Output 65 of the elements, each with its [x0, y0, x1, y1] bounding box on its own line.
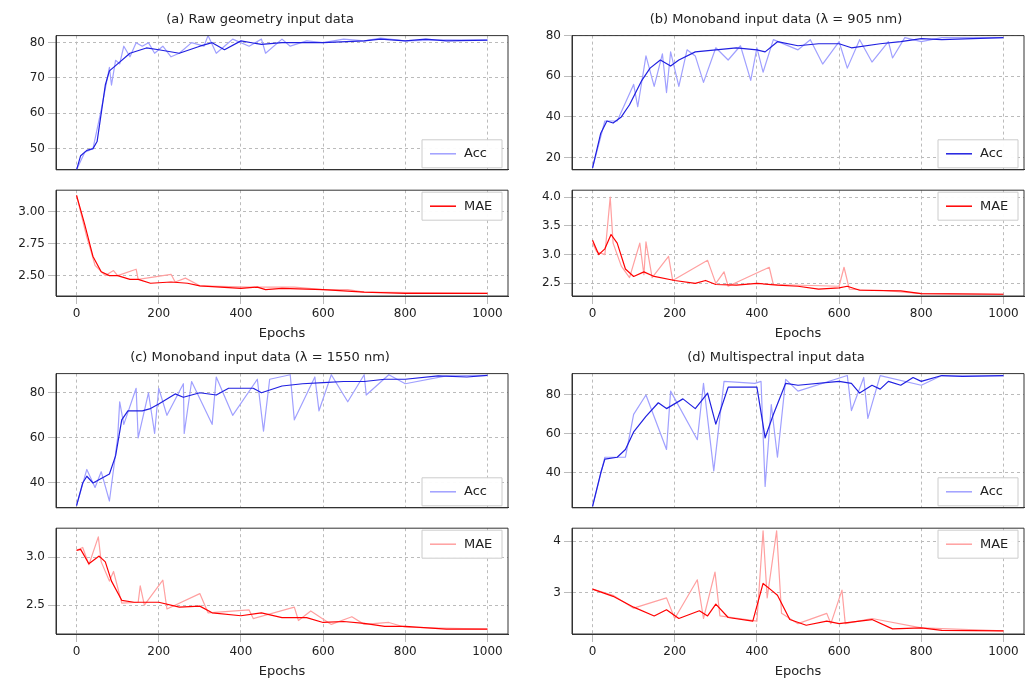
x-tick-label: 400 — [229, 306, 253, 321]
y-tick-label: 2.5 — [25, 597, 45, 612]
y-tick-label: 60 — [545, 68, 561, 83]
chart-title: (d) Multispectral input data — [687, 349, 865, 365]
x-tick-label: 800 — [909, 306, 933, 321]
x-tick-label: 0 — [72, 306, 81, 321]
x-tick-label: 600 — [827, 306, 851, 321]
legend-label: MAE — [980, 197, 1009, 213]
x-tick-label: 200 — [663, 644, 687, 659]
chart-title: (c) Monoband input data (λ = 1550 nm) — [130, 349, 390, 365]
legend-label: MAE — [980, 535, 1009, 551]
y-tick-label: 70 — [29, 70, 45, 85]
y-tick-label: 2.5 — [541, 275, 561, 290]
y-tick-label: 60 — [545, 426, 561, 441]
x-tick-label: 0 — [72, 644, 81, 659]
x-tick-label: 600 — [311, 306, 335, 321]
x-tick-label: 1000 — [988, 306, 1019, 321]
legend-label: MAE — [464, 197, 493, 213]
legend-label: MAE — [464, 535, 493, 551]
legend-label: Acc — [464, 145, 487, 161]
y-tick-label: 80 — [545, 387, 561, 402]
y-tick-label: 40 — [29, 475, 45, 490]
y-tick-label: 4 — [553, 533, 561, 548]
y-tick-label: 3.5 — [541, 217, 561, 232]
x-tick-label: 400 — [745, 644, 769, 659]
x-tick-label: 0 — [588, 306, 597, 321]
x-axis-title: Epochs — [258, 662, 306, 678]
x-tick-label: 400 — [229, 644, 253, 659]
y-tick-label: 3.00 — [18, 203, 45, 218]
y-tick-label: 60 — [29, 430, 45, 445]
y-tick-label: 3.0 — [25, 549, 45, 564]
y-tick-label: 4.0 — [541, 189, 561, 204]
y-tick-label: 20 — [545, 149, 561, 164]
legend-label: Acc — [464, 483, 487, 499]
y-tick-label: 40 — [545, 109, 561, 124]
y-tick-label: 50 — [29, 140, 45, 155]
y-tick-label: 80 — [545, 27, 561, 42]
y-tick-label: 40 — [545, 464, 561, 479]
x-tick-label: 800 — [393, 644, 417, 659]
x-tick-label: 600 — [311, 644, 335, 659]
x-axis-title: Epochs — [774, 662, 822, 678]
x-tick-label: 0 — [588, 644, 597, 659]
x-axis-title: Epochs — [258, 324, 306, 340]
legend-label: Acc — [980, 483, 1003, 499]
x-tick-label: 800 — [393, 306, 417, 321]
x-tick-label: 800 — [909, 644, 933, 659]
y-tick-label: 3.0 — [541, 246, 561, 261]
y-tick-label: 60 — [29, 105, 45, 120]
x-tick-label: 200 — [147, 306, 171, 321]
x-tick-label: 200 — [147, 644, 171, 659]
y-tick-label: 80 — [29, 384, 45, 399]
x-tick-label: 600 — [827, 644, 851, 659]
x-tick-label: 400 — [745, 306, 769, 321]
x-tick-label: 1000 — [472, 306, 503, 321]
x-tick-label: 1000 — [472, 644, 503, 659]
y-tick-label: 80 — [29, 34, 45, 49]
x-tick-label: 1000 — [988, 644, 1019, 659]
x-axis-title: Epochs — [774, 324, 822, 340]
chart-title: (a) Raw geometry input data — [166, 11, 354, 27]
chart-title: (b) Monoband input data (λ = 905 nm) — [649, 11, 903, 27]
y-tick-label: 2.50 — [18, 267, 45, 282]
y-tick-label: 2.75 — [18, 235, 45, 250]
legend-label: Acc — [980, 145, 1003, 161]
y-tick-label: 3 — [553, 584, 561, 599]
x-tick-label: 200 — [663, 306, 687, 321]
